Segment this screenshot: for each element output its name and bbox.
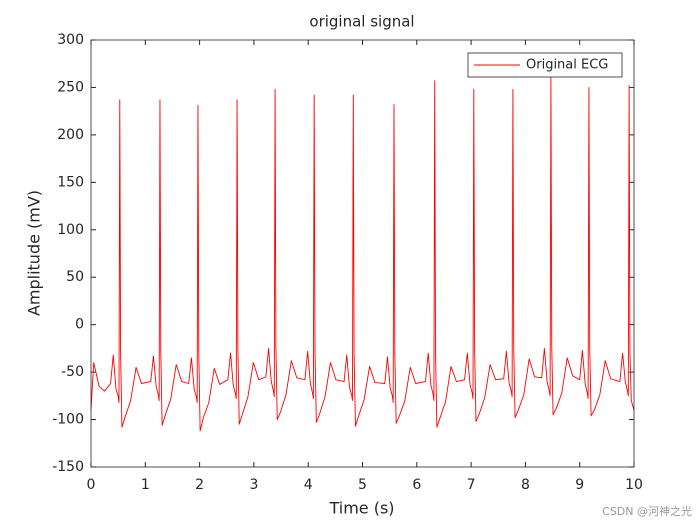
- x-tick-label: 6: [412, 477, 421, 493]
- y-tick-label: 150: [57, 174, 84, 190]
- x-tick-label: 9: [575, 477, 584, 493]
- y-tick-label: 300: [57, 32, 84, 48]
- y-tick-label: 250: [57, 79, 84, 95]
- x-tick-label: 7: [467, 477, 476, 493]
- x-tick-label: 10: [625, 477, 643, 493]
- x-tick-label: 8: [521, 477, 530, 493]
- y-axis-label: Amplitude (mV): [25, 190, 44, 316]
- x-tick-label: 2: [195, 477, 204, 493]
- x-tick-label: 5: [358, 477, 367, 493]
- y-tick-label: -100: [52, 412, 84, 428]
- y-tick-label: -50: [61, 364, 84, 380]
- series-line: [90, 75, 635, 432]
- x-tick-label: 4: [304, 477, 313, 493]
- y-tick-label: 50: [66, 269, 84, 285]
- y-tick-label: 0: [75, 317, 84, 333]
- y-tick-label: 100: [57, 222, 84, 238]
- x-tick-label: 1: [141, 477, 150, 493]
- axes-box: [90, 39, 635, 468]
- y-tick-label: -150: [52, 459, 84, 475]
- x-tick-label: 0: [87, 477, 96, 493]
- y-tick-label: 200: [57, 127, 84, 143]
- x-axis-label: Time (s): [328, 499, 394, 518]
- watermark: CSDN @河神之光: [602, 504, 692, 518]
- legend-label: Original ECG: [526, 58, 608, 73]
- plot-area: [91, 40, 634, 467]
- chart-title: original signal: [309, 13, 414, 31]
- x-tick-label: 3: [249, 477, 258, 493]
